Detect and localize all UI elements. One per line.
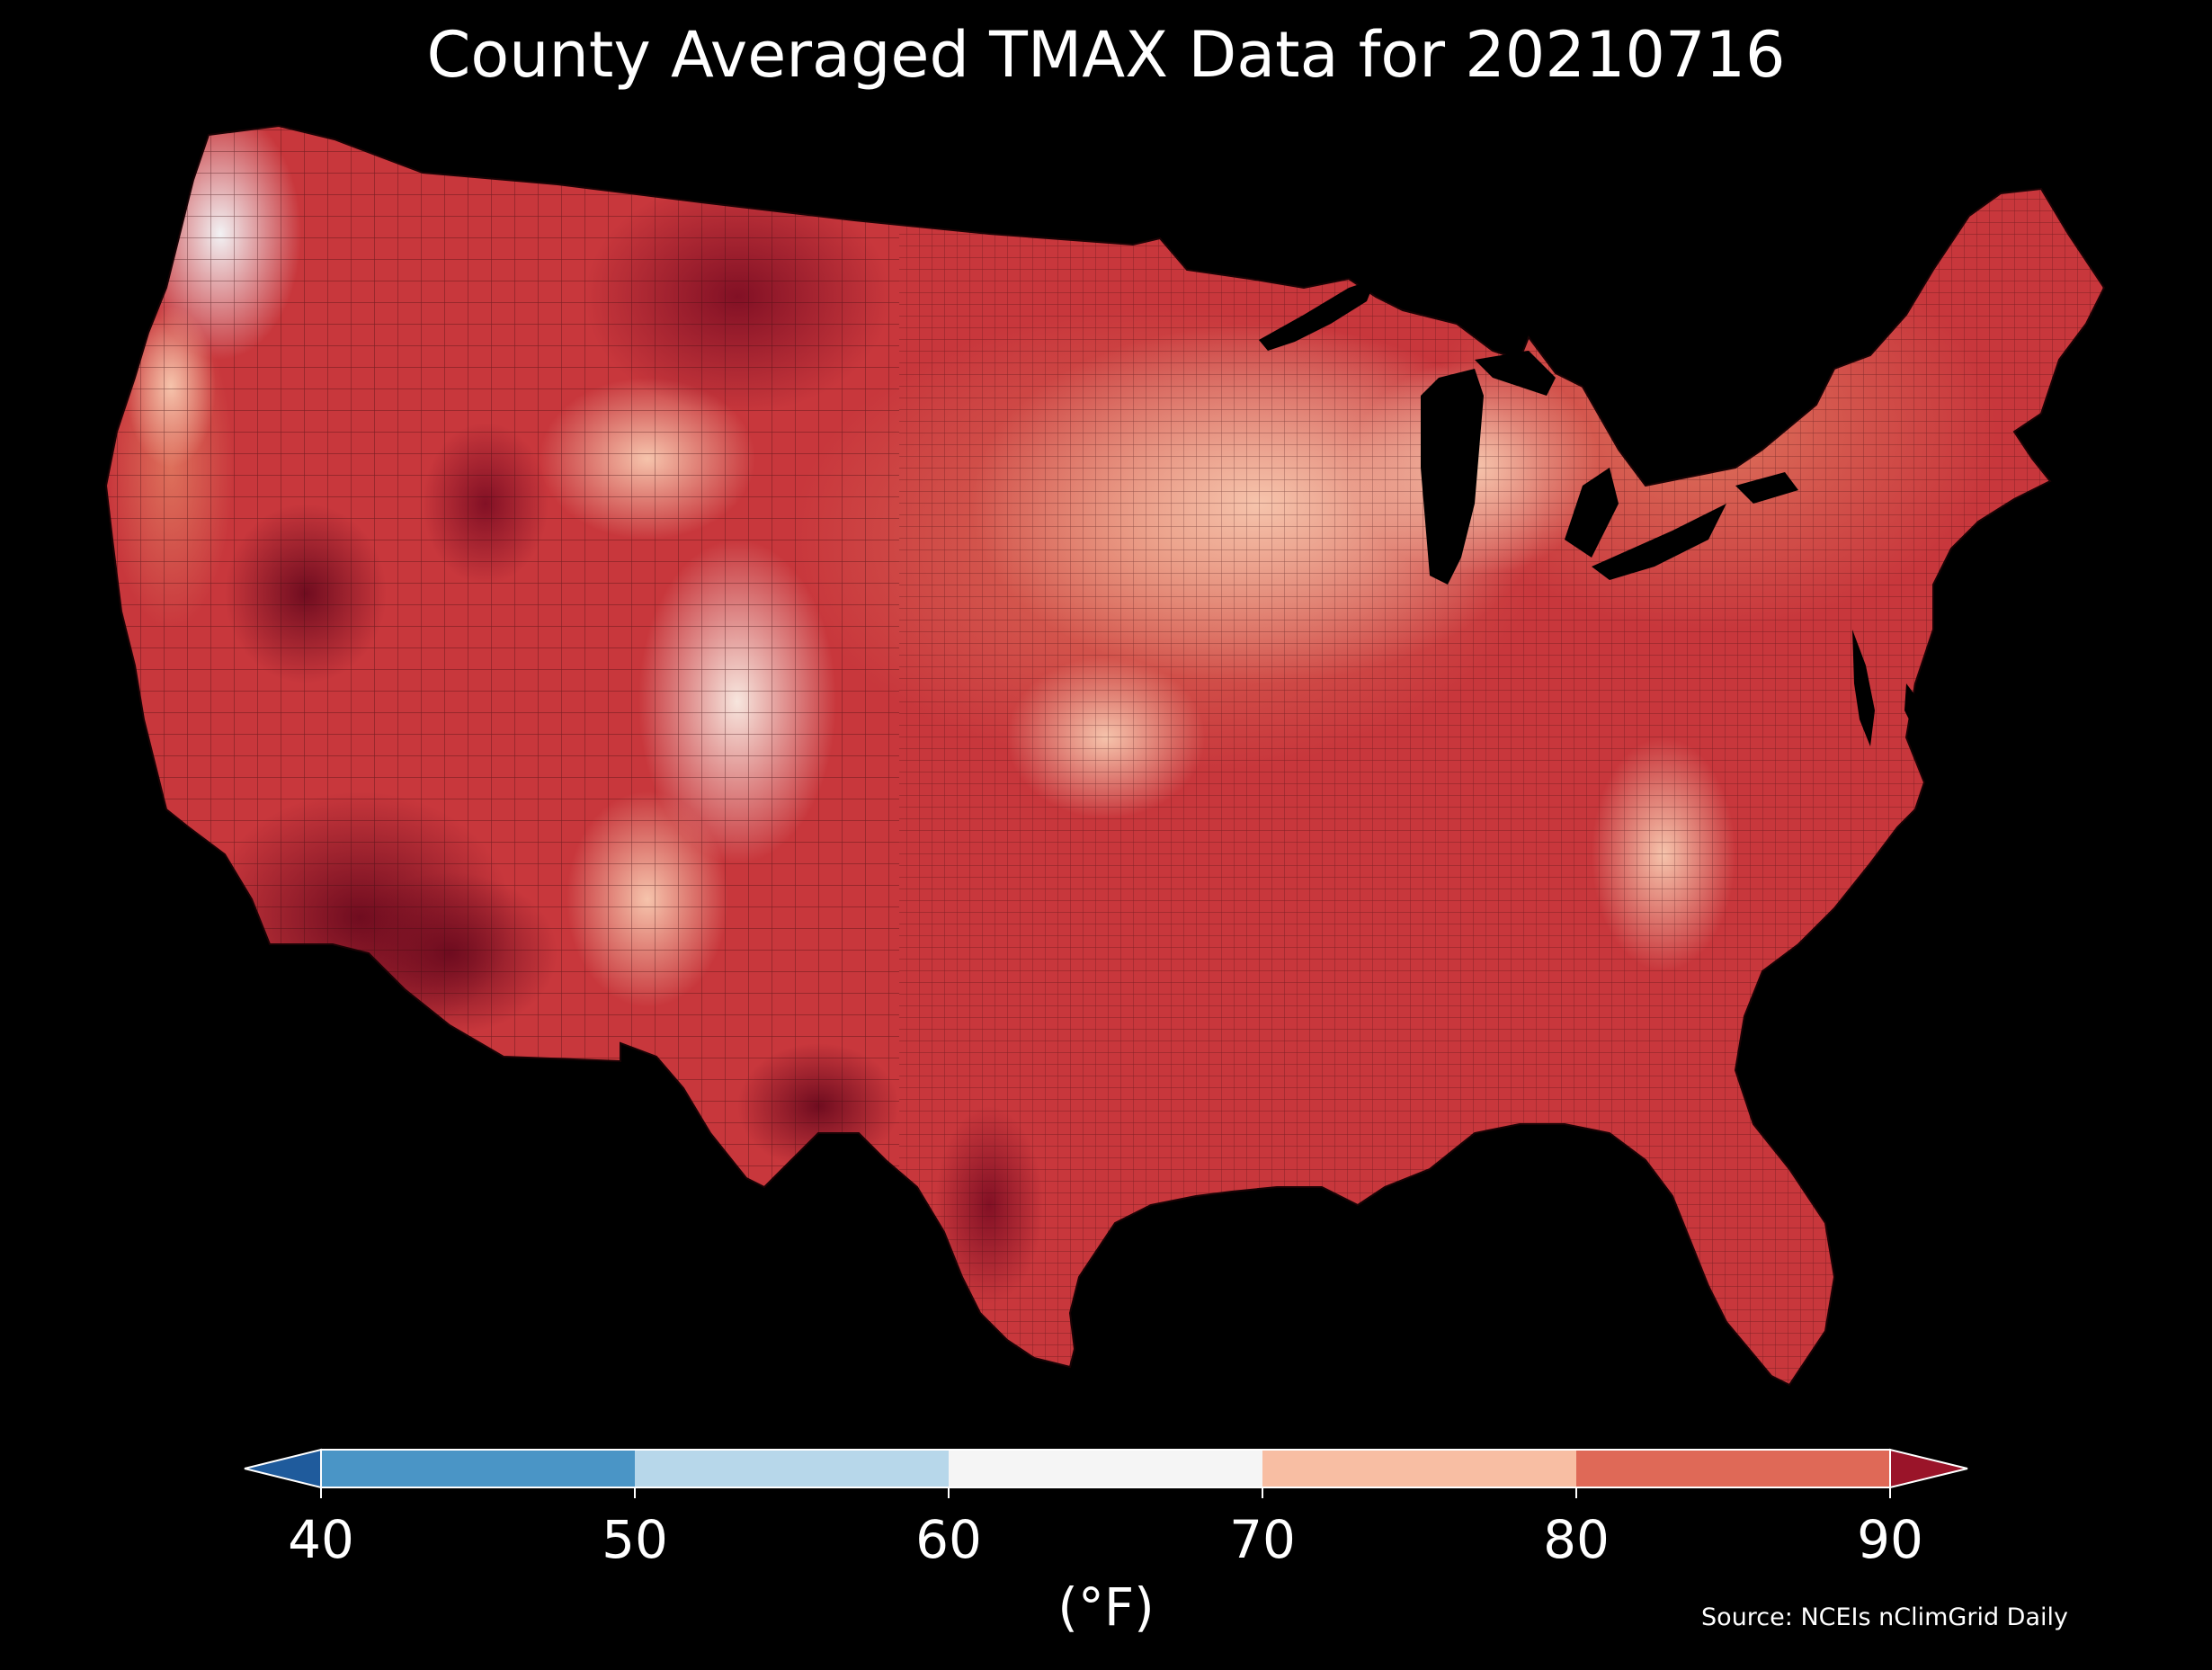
colorbar-tick-label: 70 bbox=[1229, 1509, 1296, 1570]
map-title: County Averaged TMAX Data for 20210716 bbox=[426, 18, 1786, 92]
us-county-map-svg bbox=[105, 125, 2105, 1386]
colorbar-bin-below-40 bbox=[244, 1448, 322, 1489]
colorbar-bin-50-60 bbox=[635, 1450, 949, 1487]
great-lakes bbox=[1259, 279, 1798, 585]
colorbar-bin-70-80 bbox=[1262, 1450, 1576, 1487]
colorbar-tick-label: 50 bbox=[602, 1509, 668, 1570]
choropleth-map bbox=[105, 125, 2105, 1386]
colorbar-bin-80-90 bbox=[1576, 1450, 1890, 1487]
colorbar-bin-60-70 bbox=[949, 1450, 1262, 1487]
colorbar-frame bbox=[320, 1449, 1891, 1488]
colorbar-tick-label: 80 bbox=[1543, 1509, 1610, 1570]
colorbar-bin-above-90 bbox=[1889, 1448, 1968, 1489]
county-fill-layer bbox=[106, 126, 2104, 1385]
colorbar-tick-label: 90 bbox=[1857, 1509, 1923, 1570]
colorbar-tick-label: 40 bbox=[288, 1509, 354, 1570]
colorbar-ticks bbox=[320, 1487, 1891, 1498]
colorbar-tick-label: 60 bbox=[915, 1509, 982, 1570]
colorbar-unit-label: (°F) bbox=[1057, 1576, 1155, 1638]
coastal-bays bbox=[1852, 630, 1920, 746]
source-credit: Source: NCEIs nClimGrid Daily bbox=[1701, 1603, 2068, 1631]
colorbar-bin-40-50 bbox=[321, 1450, 635, 1487]
